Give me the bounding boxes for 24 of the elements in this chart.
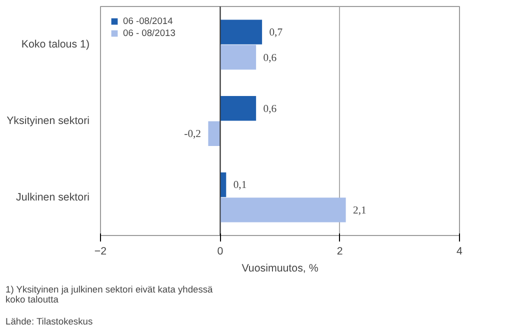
y-tick-label: Yksityinen sektori bbox=[6, 115, 90, 127]
data-label: 0,6 bbox=[263, 52, 278, 64]
text: Lähde: Tilastokeskus bbox=[6, 316, 93, 326]
x-tick-label: 0 bbox=[217, 246, 224, 258]
text: 1) Yksityinen ja julkinen sektori eivät kata yhdessä koko taloutta bbox=[6, 284, 214, 304]
data-label: 2,1 bbox=[352, 205, 366, 216]
data-label: 0,1 bbox=[233, 180, 247, 192]
data-label: 0,7 bbox=[269, 28, 284, 39]
legend-label: 06 -08/2014 bbox=[123, 16, 173, 26]
data-label: 0,6 bbox=[263, 104, 278, 115]
x-tick-label: 2 bbox=[336, 246, 343, 258]
x-tick-label: 4 bbox=[456, 246, 463, 258]
legend-label: 06 - 08/2013 bbox=[123, 28, 176, 38]
y-tick-label: Julkinen sektori bbox=[16, 191, 90, 204]
bar bbox=[220, 172, 226, 198]
x-axis-title: Vuosimuutos, % bbox=[242, 262, 319, 274]
bar bbox=[208, 121, 220, 146]
y-tick-label: Koko talous 1) bbox=[21, 38, 90, 51]
bar bbox=[220, 96, 256, 121]
bar bbox=[220, 44, 256, 70]
bar bbox=[220, 20, 262, 44]
x-tick-label: −2 bbox=[94, 246, 107, 258]
bar bbox=[220, 198, 346, 222]
data-label: -0,2 bbox=[184, 129, 202, 140]
